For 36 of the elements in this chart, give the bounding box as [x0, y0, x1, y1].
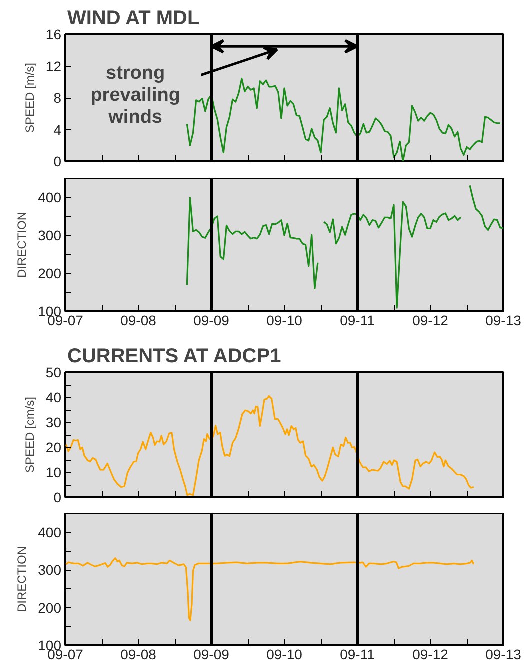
y-tick-label: 400: [38, 190, 62, 206]
x-tick-label: 09-11: [340, 312, 376, 328]
x-tick-label: 09-12: [412, 646, 449, 662]
x-tick-label: 09-13: [486, 646, 522, 662]
y-tick-label: 300: [38, 228, 62, 244]
y-axis-title: SPEED [cm/s]: [22, 396, 37, 474]
y-tick-label: 0: [54, 490, 62, 506]
y-tick-label: 200: [38, 266, 62, 282]
y-tick-label: 20: [46, 440, 62, 456]
y-tick-label: 4: [54, 122, 62, 138]
y-tick-label: 16: [46, 26, 62, 42]
x-tick-label: 09-12: [412, 312, 449, 328]
y-tick-label: 8: [54, 90, 62, 106]
x-tick-label: 09-08: [120, 646, 157, 662]
x-tick-label: 09-09: [194, 646, 230, 662]
y-tick-label: 200: [38, 600, 62, 616]
y-tick-label: 10: [46, 464, 62, 480]
y-tick-label: 50: [46, 364, 62, 380]
x-tick-label: 09-09: [194, 312, 230, 328]
y-tick-label: 0: [54, 154, 62, 170]
y-tick-label: 40: [46, 390, 62, 406]
chart-title: CURRENTS AT ADCP1: [68, 346, 282, 368]
annotation: strong prevailing winds: [90, 62, 180, 128]
y-tick-label: 12: [46, 58, 62, 74]
chart-title: WIND AT MDL: [68, 8, 200, 30]
y-tick-label: 400: [38, 524, 62, 540]
y-tick-label: 300: [38, 562, 62, 578]
y-axis-title: DIRECTION: [15, 546, 30, 612]
x-tick-label: 09-13: [486, 312, 522, 328]
y-axis-title: SPEED [m/s]: [22, 62, 37, 134]
x-tick-label: 09-08: [120, 312, 157, 328]
x-tick-label: 09-10: [266, 312, 303, 328]
y-tick-label: 30: [46, 414, 62, 430]
x-tick-label: 09-11: [340, 646, 376, 662]
x-tick-label: 09-10: [266, 646, 303, 662]
y-axis-title: DIRECTION: [15, 212, 30, 278]
